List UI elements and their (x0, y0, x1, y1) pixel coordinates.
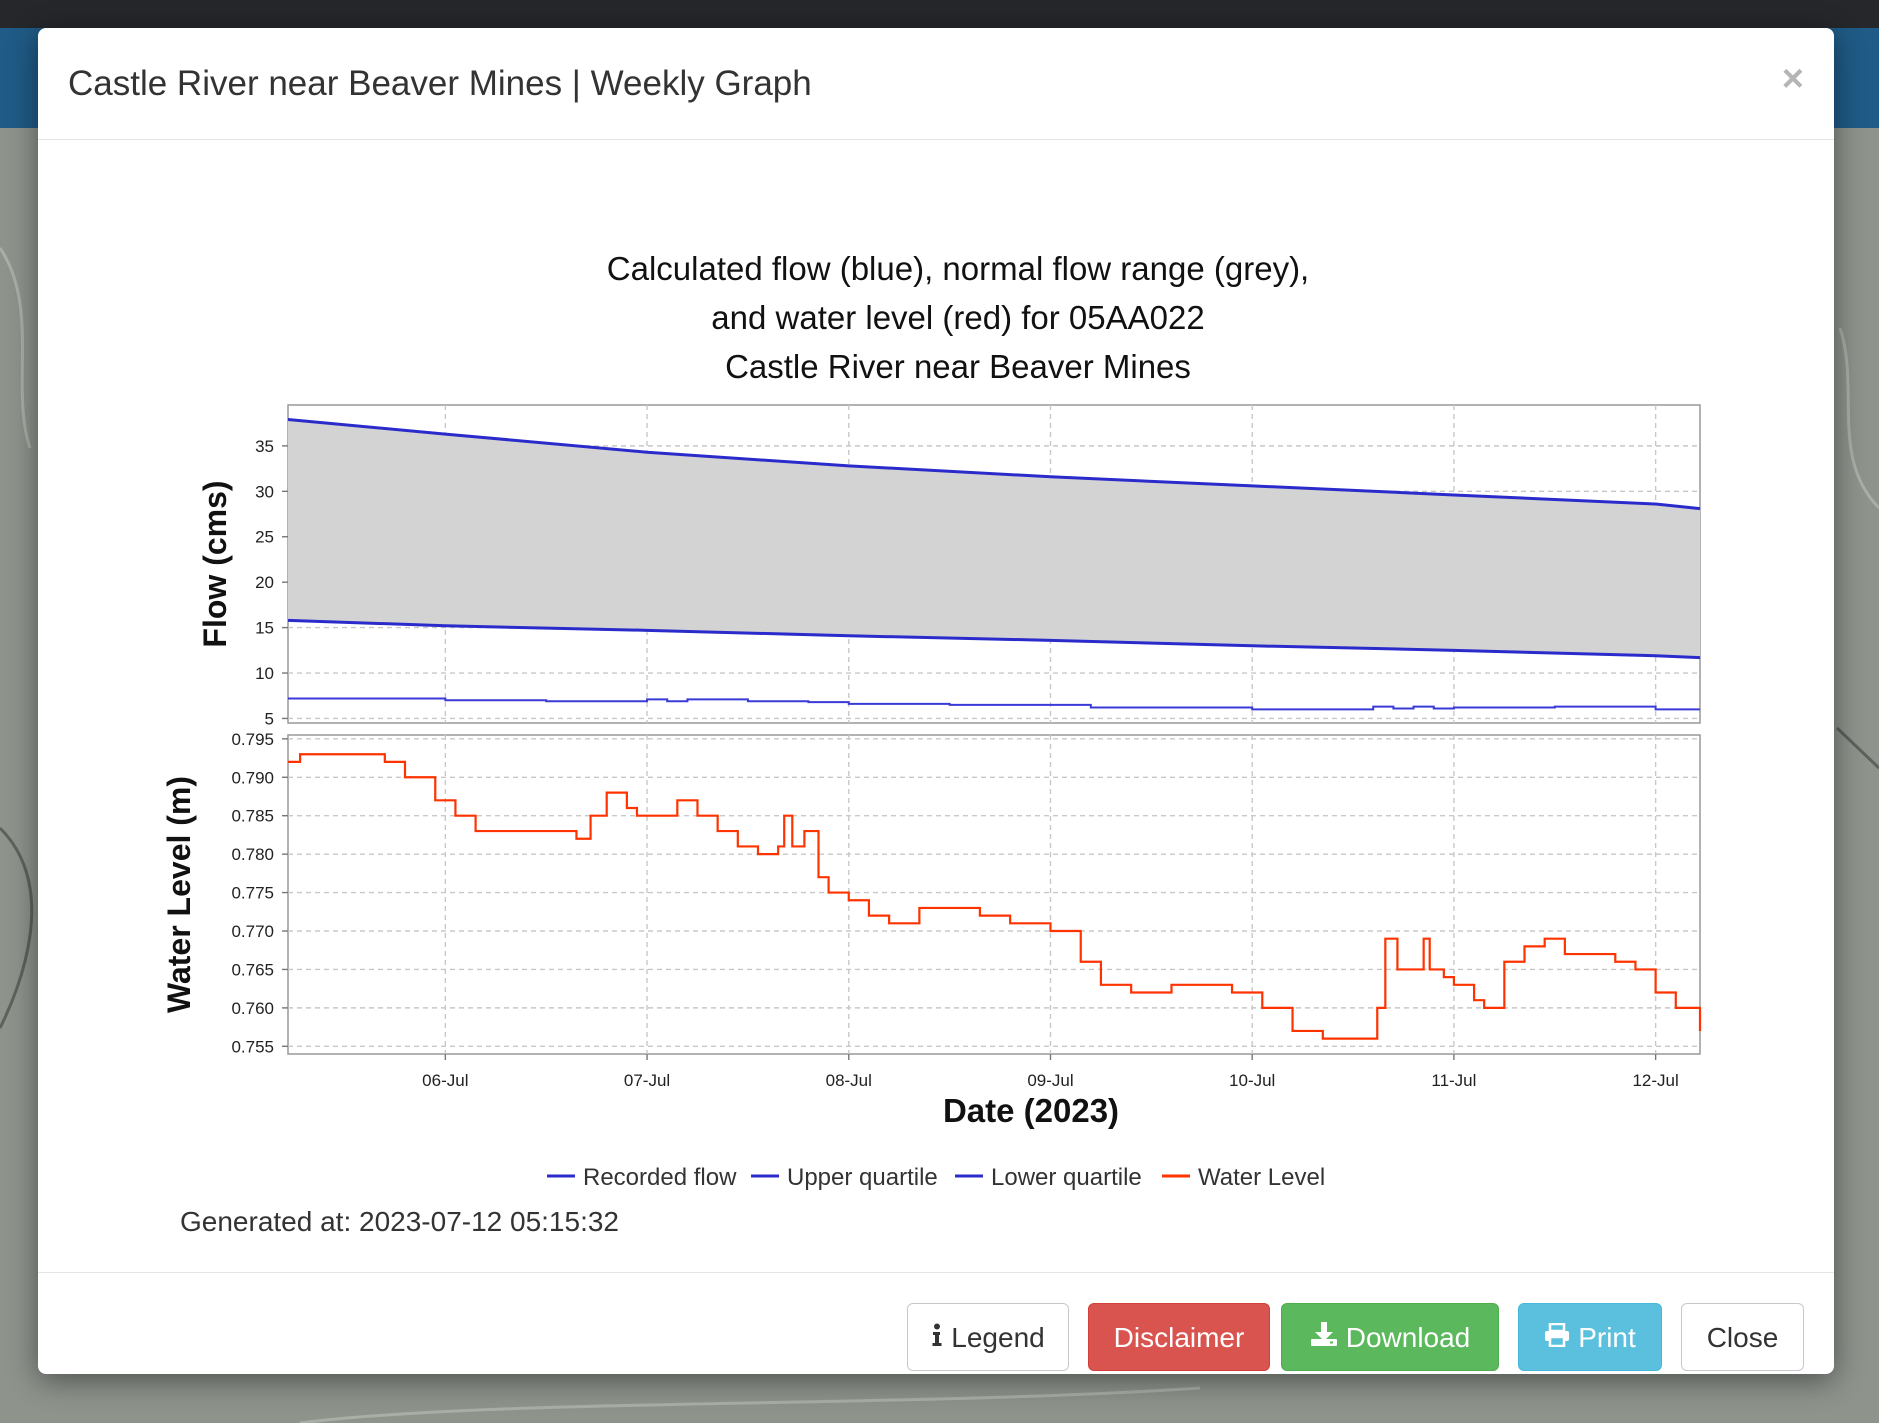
download-button-label: Download (1345, 1322, 1471, 1353)
flow-panel: 5 10 15 20 25 30 35 Flow (cms) (197, 404, 1701, 728)
chart-title: Calculated flow (blue), normal flow rang… (607, 250, 1309, 385)
legend-label: Water Level (1198, 1164, 1325, 1191)
x-tick-label: 09-Jul (1027, 1071, 1073, 1090)
weekly-flow-chart: Calculated flow (blue), normal flow rang… (161, 250, 1702, 1191)
legend-label: Lower quartile (991, 1164, 1142, 1191)
y-tick-label: 25 (255, 528, 274, 547)
x-tick-label: 12-Jul (1632, 1071, 1678, 1090)
x-tick-label: 08-Jul (826, 1071, 872, 1090)
close-button-label: Close (1706, 1322, 1779, 1353)
y-tick-label: 15 (255, 619, 274, 638)
y-tick-label: 0.775 (231, 884, 274, 903)
chart-title-line: Castle River near Beaver Mines (725, 348, 1191, 385)
generated-timestamp: Generated at: 2023-07-12 05:15:32 (180, 1206, 620, 1237)
close-button[interactable]: Close (1681, 1303, 1804, 1371)
x-axis: 06-Jul 07-Jul 08-Jul 09-Jul 10-Jul 11-Jul 12-J… (422, 1054, 1679, 1129)
chart-title-line: and water level (red) for 05AA022 (711, 299, 1204, 336)
y-tick-label: 0.795 (231, 730, 274, 749)
chart-area: Calculated flow (blue), normal flow rang… (38, 140, 1834, 1272)
water-level-line (288, 753, 1702, 1040)
lower-quartile-line (287, 618, 1701, 660)
y-tick-label: 10 (255, 664, 274, 683)
y-axis-label: Flow (cms) (197, 480, 233, 647)
chart-legend: Recorded flow Upper quartile Lower quartil… (547, 1164, 1325, 1191)
y-tick-label: 0.785 (231, 807, 274, 826)
disclaimer-button[interactable]: Disclaimer (1088, 1303, 1270, 1371)
close-icon[interactable]: × (1781, 58, 1804, 100)
modal-footer: Legend Disclaimer Download Print Close (38, 1272, 1834, 1374)
y-tick-label: 30 (255, 482, 274, 501)
y-tick-label: 0.770 (231, 922, 274, 941)
modal-header: Castle River near Beaver Mines | Weekly … (38, 28, 1834, 140)
download-icon (1310, 1305, 1338, 1371)
y-tick-label: 0.765 (231, 960, 274, 979)
legend-button[interactable]: Legend (907, 1303, 1069, 1371)
print-icon (1544, 1305, 1570, 1371)
x-tick-label: 10-Jul (1229, 1071, 1275, 1090)
legend-label: Upper quartile (787, 1164, 938, 1191)
disclaimer-button-label: Disclaimer (1113, 1322, 1245, 1353)
y-tick-label: 20 (255, 573, 274, 592)
legend-button-label: Legend (951, 1322, 1045, 1353)
legend-label: Recorded flow (583, 1164, 737, 1191)
print-button[interactable]: Print (1518, 1303, 1662, 1371)
y-tick-label: 0.755 (231, 1037, 274, 1056)
y-tick-label: 35 (255, 437, 274, 456)
weekly-graph-modal: Castle River near Beaver Mines | Weekly … (38, 28, 1834, 1374)
plot-frame (287, 734, 1701, 1055)
y-tick-label: 0.760 (231, 999, 274, 1018)
normal-flow-range (288, 419, 1700, 658)
water-level-panel: 0.755 0.760 0.765 0.770 0.775 0.780 0.785 0.790… (161, 730, 1702, 1056)
info-icon (931, 1305, 943, 1371)
y-tick-label: 5 (265, 709, 274, 728)
recorded-flow-line (288, 697, 1700, 711)
x-tick-label: 06-Jul (422, 1071, 468, 1090)
chart-title-line: Calculated flow (blue), normal flow rang… (607, 250, 1309, 287)
x-tick-label: 07-Jul (624, 1071, 670, 1090)
upper-quartile-line (287, 418, 1701, 511)
x-axis-label: Date (2023) (943, 1092, 1119, 1129)
print-button-label: Print (1578, 1322, 1636, 1353)
modal-title: Castle River near Beaver Mines | Weekly … (68, 64, 812, 103)
y-tick-label: 0.780 (231, 845, 274, 864)
y-tick-label: 0.790 (231, 768, 274, 787)
download-button[interactable]: Download (1281, 1303, 1499, 1371)
y-axis-label: Water Level (m) (161, 776, 197, 1013)
x-tick-label: 11-Jul (1431, 1071, 1476, 1090)
browser-top-bar (0, 0, 1879, 28)
